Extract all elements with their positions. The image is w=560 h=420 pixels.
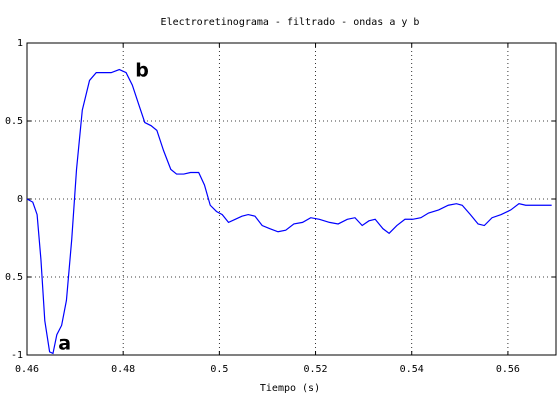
x-tick-label: 0.46 xyxy=(15,364,39,375)
x-tick-label: 0.54 xyxy=(400,364,424,375)
y-tick-label: 0 xyxy=(17,194,23,205)
x-tick-label: 0.56 xyxy=(496,364,520,375)
y-tick-label: 0.5 xyxy=(5,116,23,127)
annotation: b xyxy=(135,60,149,82)
y-tick-label: -1 xyxy=(11,350,23,361)
y-tick-label: 1 xyxy=(17,38,23,49)
annotation: a xyxy=(58,333,71,355)
x-tick-label: 0.48 xyxy=(111,364,135,375)
line xyxy=(26,68,552,355)
x-tick-label: 0.5 xyxy=(210,364,228,375)
chart-title: Electroretinograma - filtrado - ondas a … xyxy=(161,17,420,28)
x-tick-label: 0.52 xyxy=(303,364,327,375)
x-axis-label: Tiempo (s) xyxy=(260,383,320,394)
y-tick-label: 0.5 xyxy=(5,272,23,283)
